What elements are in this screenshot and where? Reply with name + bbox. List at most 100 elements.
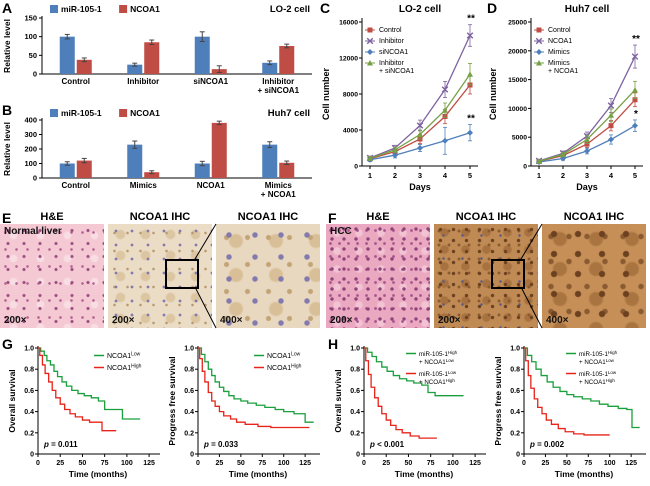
svg-text:50: 50: [237, 460, 245, 467]
svg-text:1: 1: [537, 171, 541, 180]
histology-image-he-hcc: HCC 200×: [326, 224, 430, 328]
histology-image-ihc-hcc-200: 200×: [434, 224, 538, 328]
svg-text:1.0: 1.0: [24, 346, 34, 353]
svg-text:4: 4: [609, 171, 614, 180]
svg-text:100: 100: [604, 460, 616, 467]
svg-text:1.0: 1.0: [184, 346, 194, 353]
svg-text:0: 0: [190, 452, 194, 459]
svg-text:100: 100: [278, 460, 290, 467]
panel-letter-a: A: [2, 0, 13, 16]
svg-text:20000: 20000: [508, 48, 527, 55]
panel-d-line-chart: Huh7 cell 0 5000 10000 15000 20000 25000 1 2 3 4 5 D…: [488, 4, 643, 192]
panel-h-km-overall-survival: 0 0.2 0.4 0.6 0.8 1.0 0 25 50 75 100 125 Time (month…: [333, 346, 486, 479]
svg-text:**: **: [467, 114, 475, 125]
svg-text:5000: 5000: [512, 135, 527, 142]
svg-text:0: 0: [516, 452, 520, 459]
svg-text:0: 0: [33, 174, 37, 183]
stain-label-ihc-200: NCOA1 IHC: [455, 211, 517, 223]
svg-text:+ siNCOA1: + siNCOA1: [257, 86, 299, 95]
svg-text:0.6: 0.6: [184, 388, 194, 395]
svg-text:Relative level: Relative level: [2, 19, 12, 73]
svg-text:NCOA1High: NCOA1High: [267, 364, 302, 372]
svg-text:Days: Days: [576, 182, 598, 192]
panel-c-line-chart: LO-2 cell 0 4000 8000 12000 16000 1 2 3 4 5 Days Cel…: [321, 4, 478, 192]
svg-text:75: 75: [258, 460, 266, 467]
stain-label-he: H&E: [40, 211, 64, 223]
svg-text:siNCOA1: siNCOA1: [379, 49, 408, 56]
svg-text:0: 0: [354, 164, 358, 171]
svg-text:0: 0: [522, 460, 526, 467]
histology-image-he-normal-liver: Normal liver 200×: [0, 224, 104, 328]
magnification-label: 400×: [546, 315, 569, 326]
svg-text:50: 50: [29, 51, 37, 60]
svg-text:NCOA1: NCOA1: [548, 38, 572, 45]
svg-text:0: 0: [36, 460, 40, 467]
svg-text:0.2: 0.2: [24, 430, 34, 437]
svg-text:miR-105-1: miR-105-1: [61, 108, 102, 118]
svg-text:Control: Control: [62, 77, 90, 86]
panel-e-histology: H&E Normal liver 200× NCOA1 IHC 200× NCO…: [0, 210, 322, 336]
svg-text:0.4: 0.4: [350, 409, 360, 416]
svg-text:75: 75: [584, 460, 592, 467]
svg-text:200: 200: [24, 145, 37, 154]
svg-text:Mimics: Mimics: [265, 181, 293, 190]
svg-text:5: 5: [633, 171, 637, 180]
svg-text:0: 0: [356, 452, 360, 459]
svg-text:+ NCOA1: + NCOA1: [548, 68, 578, 75]
svg-text:Time (months): Time (months): [229, 469, 288, 479]
svg-text:Mimics: Mimics: [130, 181, 158, 190]
svg-text:Progress free survival: Progress free survival: [167, 356, 177, 445]
svg-text:3: 3: [418, 171, 422, 180]
svg-text:p < 0.001: p < 0.001: [369, 440, 405, 449]
histology-image-ihc-hcc-400: 400×: [542, 224, 646, 328]
svg-text:25: 25: [382, 460, 390, 467]
magnification-label: 400×: [220, 315, 243, 326]
panel-letter-d: D: [487, 0, 498, 16]
svg-text:+ NCOA1High: + NCOA1High: [419, 378, 455, 386]
svg-text:4: 4: [443, 171, 448, 180]
svg-text:NCOA1: NCOA1: [130, 108, 160, 118]
svg-text:1: 1: [368, 171, 372, 180]
zoom-region-rect: [165, 259, 199, 289]
svg-text:*: *: [634, 109, 638, 120]
svg-text:Cell number: Cell number: [321, 68, 331, 121]
svg-text:Mimics: Mimics: [548, 49, 570, 56]
svg-text:4000: 4000: [343, 128, 358, 135]
tissue-label-hcc: HCC: [330, 226, 352, 237]
svg-text:0.2: 0.2: [184, 430, 194, 437]
svg-text:Overall survival: Overall survival: [7, 369, 17, 432]
panel-letter-g: G: [2, 336, 13, 352]
svg-text:Huh7 cell: Huh7 cell: [565, 4, 610, 15]
svg-text:+ NCOA1Low: + NCOA1Low: [579, 358, 615, 366]
svg-text:NCOA1Low: NCOA1Low: [107, 352, 141, 360]
svg-text:75: 75: [427, 460, 435, 467]
svg-text:miR-105-1High: miR-105-1High: [579, 350, 618, 358]
svg-text:0.4: 0.4: [24, 409, 34, 416]
svg-text:Control: Control: [62, 181, 90, 190]
svg-text:0.8: 0.8: [350, 367, 360, 374]
svg-text:0.2: 0.2: [510, 430, 520, 437]
svg-text:125: 125: [143, 460, 155, 467]
svg-text:50: 50: [405, 460, 413, 467]
svg-text:25000: 25000: [508, 20, 527, 27]
svg-text:0.8: 0.8: [24, 367, 34, 374]
svg-text:0: 0: [362, 460, 366, 467]
svg-text:300: 300: [24, 130, 37, 139]
svg-text:0.6: 0.6: [24, 388, 34, 395]
svg-text:Inhibitor: Inhibitor: [262, 77, 294, 86]
svg-text:Inhibitor: Inhibitor: [379, 38, 405, 45]
svg-text:2: 2: [561, 171, 565, 180]
svg-text:Overall survival: Overall survival: [333, 369, 343, 432]
magnification-label: 200×: [330, 315, 353, 326]
magnification-label: 200×: [4, 315, 27, 326]
svg-text:**: **: [632, 34, 640, 45]
svg-text:75: 75: [101, 460, 109, 467]
svg-text:LO-2 cell: LO-2 cell: [399, 4, 441, 15]
svg-text:125: 125: [469, 460, 481, 467]
stain-label-ihc-400: NCOA1 IHC: [237, 211, 299, 223]
magnification-label: 200×: [112, 315, 135, 326]
zoom-region-rect: [491, 259, 525, 289]
svg-text:100: 100: [447, 460, 459, 467]
svg-text:150: 150: [24, 14, 37, 23]
